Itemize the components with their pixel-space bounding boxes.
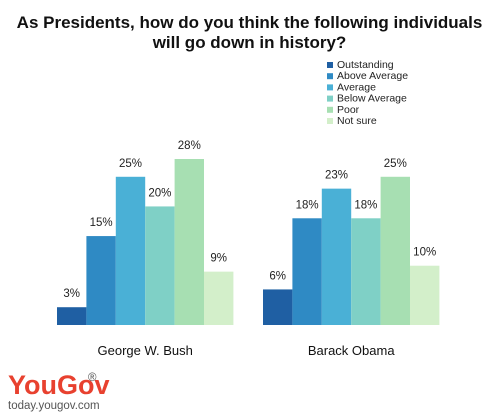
bars <box>57 159 440 325</box>
data-label-2-2: 18% <box>296 199 319 211</box>
data-labels: 3% 15% 25% 20% 28% 9% 6% 18% 23% 18% 25% 10% <box>63 140 436 300</box>
logo-you: You <box>8 370 57 400</box>
bar-1-1 <box>57 307 87 325</box>
chart-title-line-2: will go down in history? <box>152 33 347 52</box>
bar-2-1 <box>263 289 293 325</box>
legend-label-2: Above Average <box>337 70 408 82</box>
legend-swatch-3 <box>327 84 333 91</box>
legend-label-4: Below Average <box>337 93 407 105</box>
legend-label-6: Not sure <box>337 115 377 127</box>
legend-label-1: Outstanding <box>337 59 394 71</box>
chart-title-line-1: As Presidents, how do you think the foll… <box>17 13 483 32</box>
bar-2-4 <box>351 218 381 325</box>
bar-2-2 <box>292 218 322 325</box>
logo-gov: Gov <box>57 370 110 400</box>
category-label-1: George W. Bush <box>98 343 193 358</box>
data-label-2-5: 25% <box>384 158 407 170</box>
bar-1-4 <box>145 206 175 325</box>
data-label-1-1: 3% <box>63 288 80 300</box>
data-label-1-5: 28% <box>178 140 201 152</box>
data-label-1-3: 25% <box>119 158 142 170</box>
data-label-2-6: 10% <box>413 247 436 259</box>
bar-2-5 <box>380 176 410 325</box>
data-label-2-1: 6% <box>269 270 286 282</box>
bar-1-2 <box>86 236 116 325</box>
legend-swatch-5 <box>327 106 333 113</box>
category-labels: George W. Bush Barack Obama <box>98 343 396 358</box>
yougov-logo: YouGov ® today.yougov.com <box>8 370 110 412</box>
data-label-2-3: 23% <box>325 170 348 182</box>
bar-1-5 <box>174 159 204 325</box>
data-label-1-4: 20% <box>148 187 171 199</box>
category-label-2: Barack Obama <box>308 343 395 358</box>
data-label-1-2: 15% <box>90 217 113 229</box>
data-label-2-4: 18% <box>354 199 377 211</box>
legend-label-3: Average <box>337 81 376 93</box>
legend-swatch-4 <box>327 95 333 102</box>
chart-title: As Presidents, how do you think the foll… <box>17 13 483 52</box>
legend-swatch-1 <box>327 62 333 68</box>
svg-text:YouGov: YouGov <box>8 370 110 400</box>
legend-label-5: Poor <box>337 104 360 116</box>
logo-registered-mark: ® <box>88 372 97 384</box>
legend-swatch-6 <box>327 118 333 124</box>
bar-2-6 <box>410 265 440 325</box>
bar-2-3 <box>321 188 352 325</box>
website-label: today.yougov.com <box>8 400 100 412</box>
bar-1-6 <box>204 271 234 325</box>
legend-swatch-2 <box>327 73 333 80</box>
data-label-1-6: 9% <box>210 253 227 265</box>
bar-1-3 <box>115 176 146 325</box>
